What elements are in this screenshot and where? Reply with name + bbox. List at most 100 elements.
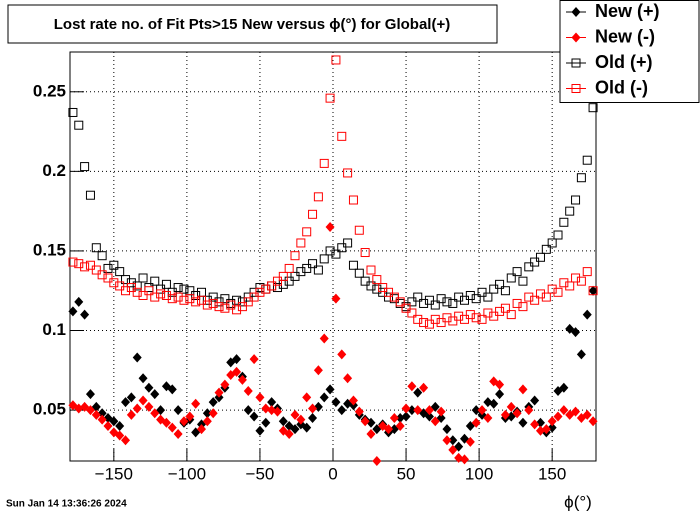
- point: [208, 408, 218, 419]
- y-tick-label: 0.2: [42, 161, 66, 180]
- point: [576, 349, 586, 360]
- point: [202, 295, 212, 305]
- point: [354, 225, 364, 235]
- legend-marker: [571, 32, 581, 43]
- point: [401, 303, 411, 313]
- point: [430, 416, 440, 427]
- point: [97, 251, 107, 261]
- point: [343, 238, 353, 248]
- point: [553, 411, 563, 422]
- point: [249, 287, 259, 297]
- point: [243, 385, 253, 396]
- point: [495, 306, 505, 316]
- point: [296, 414, 306, 425]
- point: [337, 349, 347, 360]
- point: [372, 284, 382, 294]
- point: [465, 310, 475, 320]
- point: [576, 276, 586, 286]
- point: [530, 257, 540, 267]
- point: [302, 263, 312, 273]
- point: [255, 283, 265, 293]
- point: [325, 93, 335, 103]
- point: [477, 314, 487, 324]
- point: [530, 395, 540, 406]
- point: [138, 395, 148, 406]
- point: [226, 300, 236, 310]
- point: [518, 302, 528, 312]
- point: [325, 246, 335, 256]
- point: [167, 294, 177, 304]
- point: [576, 173, 586, 183]
- point: [202, 300, 212, 310]
- x-axis-label: ϕ(°): [564, 492, 592, 511]
- point: [237, 297, 247, 307]
- point: [103, 420, 113, 431]
- point: [278, 271, 288, 281]
- point: [571, 327, 581, 338]
- point: [489, 398, 499, 409]
- point: [302, 422, 312, 433]
- point: [144, 382, 154, 393]
- point: [512, 408, 522, 419]
- point: [378, 287, 388, 297]
- point: [419, 318, 429, 328]
- point: [138, 290, 148, 300]
- point: [232, 354, 242, 365]
- point: [115, 267, 125, 277]
- point: [126, 409, 136, 420]
- legend-marker: [571, 84, 581, 93]
- point: [121, 275, 131, 285]
- point: [413, 292, 423, 302]
- point: [471, 405, 481, 416]
- point: [360, 276, 370, 286]
- point: [430, 314, 440, 324]
- legend-marker: [571, 7, 581, 17]
- point: [384, 292, 394, 302]
- point: [109, 260, 119, 270]
- point: [220, 303, 230, 313]
- legend-label: Old (-): [595, 77, 648, 97]
- point: [284, 263, 294, 273]
- point: [278, 416, 288, 427]
- point: [138, 273, 148, 283]
- point: [477, 405, 487, 416]
- point: [378, 283, 388, 293]
- point: [506, 273, 516, 283]
- point: [500, 286, 510, 296]
- point: [313, 192, 323, 202]
- point: [68, 107, 78, 117]
- point: [424, 411, 434, 422]
- point: [460, 314, 469, 324]
- point: [121, 286, 131, 296]
- timestamp: Sun Jan 14 13:36:26 2024: [6, 499, 127, 510]
- point: [173, 292, 183, 302]
- point: [360, 416, 370, 427]
- point: [97, 414, 107, 425]
- point: [103, 273, 113, 283]
- point: [109, 278, 119, 288]
- point: [109, 416, 119, 427]
- x-tick-label: 0: [328, 464, 337, 483]
- point: [489, 311, 499, 321]
- point: [191, 297, 201, 307]
- point: [588, 103, 598, 113]
- point: [255, 425, 265, 436]
- point: [331, 55, 341, 65]
- point: [214, 302, 224, 312]
- point: [232, 366, 242, 377]
- point: [454, 311, 464, 321]
- point: [208, 298, 218, 308]
- point: [465, 290, 475, 300]
- point: [436, 294, 446, 304]
- point: [331, 249, 341, 259]
- point: [524, 405, 534, 416]
- point: [337, 131, 347, 141]
- point: [477, 287, 487, 297]
- point: [319, 333, 329, 344]
- point: [220, 379, 230, 390]
- point: [80, 162, 90, 172]
- point: [173, 405, 183, 416]
- point: [384, 424, 394, 435]
- point: [524, 292, 534, 302]
